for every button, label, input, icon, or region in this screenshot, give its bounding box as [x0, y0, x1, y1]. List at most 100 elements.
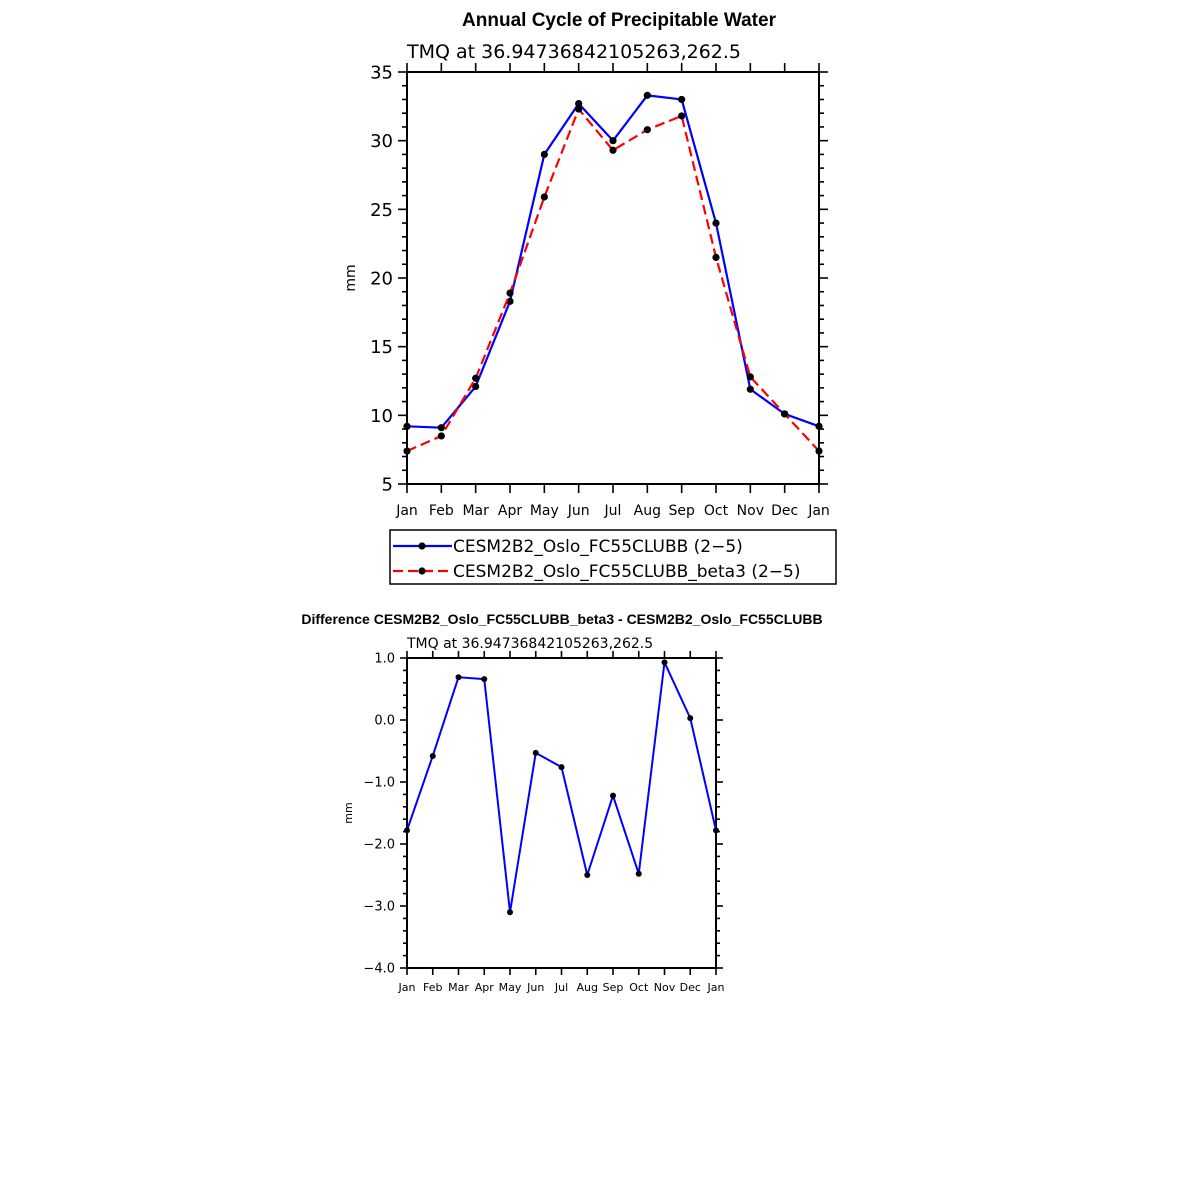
data-point [610, 792, 616, 799]
data-point [609, 146, 617, 154]
data-point [712, 253, 720, 261]
data-point [540, 193, 548, 201]
series-line [406, 661, 717, 914]
data-point [687, 715, 694, 722]
data-point [540, 150, 548, 158]
data-point [746, 373, 754, 381]
data-point [661, 659, 668, 666]
y-tick-label: 30 [370, 131, 393, 152]
chart-title: Difference CESM2B2_Oslo_FC55CLUBB_beta3 … [301, 611, 822, 627]
y-tick-label: 0.0 [374, 714, 395, 729]
chart-1: Annual Cycle of Precipitable Water TMQ at… [343, 10, 837, 585]
plot-frame [406, 71, 820, 485]
data-point [643, 126, 651, 134]
y-tick-label: 5 [382, 474, 393, 495]
data-point [678, 95, 686, 104]
data-point [781, 410, 789, 418]
y-axis-label: mm [342, 802, 355, 823]
x-axis [406, 651, 717, 975]
data-point [575, 99, 583, 108]
data-point [746, 385, 754, 393]
x-tick-label: Jan [807, 503, 830, 519]
data-point [437, 432, 445, 440]
y-tick-label: 25 [370, 200, 393, 221]
x-tick-label: Jul [604, 503, 622, 519]
x-tick-label: Dec [680, 981, 701, 994]
plot-frame [406, 657, 717, 969]
data-point [437, 424, 445, 432]
series-2 [403, 105, 823, 455]
x-tick-label: Jun [526, 981, 544, 994]
x-tick-label: Mar [462, 503, 489, 519]
x-tick-label: Feb [423, 981, 442, 994]
x-axis [406, 63, 820, 493]
data-point [609, 137, 617, 145]
data-point [815, 447, 823, 455]
y-axis [400, 657, 723, 969]
data-point [558, 764, 565, 771]
x-tick-label: Nov [654, 981, 676, 994]
series-line [406, 94, 820, 429]
data-point [643, 91, 651, 99]
data-point [472, 382, 480, 391]
data-point [507, 909, 513, 916]
legend-marker [418, 567, 426, 575]
series-line [406, 107, 820, 453]
x-tick-label: Aug [577, 981, 598, 994]
y-tick-label: −1.0 [363, 776, 395, 791]
y-tick-label: 15 [370, 337, 393, 358]
legend-label: CESM2B2_Oslo_FC55CLUBB (2−5) [453, 537, 743, 557]
y-tick-label: 1.0 [374, 652, 395, 667]
data-point [678, 112, 686, 120]
x-tick-label: Mar [448, 981, 469, 994]
x-tick-label: Jan [707, 981, 725, 994]
data-point [506, 289, 514, 297]
data-point [481, 676, 488, 683]
data-point [713, 827, 719, 834]
data-point [403, 447, 411, 455]
data-point [532, 749, 539, 756]
data-point [472, 374, 480, 382]
x-tick-label: Aug [634, 503, 661, 519]
legend-marker [418, 542, 426, 550]
chart-2: Difference CESM2B2_Oslo_FC55CLUBB_beta3 … [301, 611, 822, 994]
x-tick-label: Oct [704, 503, 729, 519]
x-tick-label: Jun [567, 503, 590, 519]
data-point [584, 872, 591, 878]
data-point [815, 422, 823, 430]
y-axis [398, 71, 828, 485]
x-tick-label: Dec [771, 503, 798, 519]
x-tick-label: Jan [398, 981, 416, 994]
data-point [404, 827, 410, 834]
legend: CESM2B2_Oslo_FC55CLUBB (2−5) CESM2B2_Oslo… [389, 529, 837, 585]
y-tick-label: 20 [370, 268, 393, 289]
chart-subtitle: TMQ at 36.94736842105263,262.5 [406, 41, 741, 63]
x-tick-label: Sep [603, 981, 624, 994]
x-tick-label: May [499, 981, 522, 994]
data-point [455, 674, 462, 681]
x-tick-label: Apr [475, 981, 495, 994]
chart-title: Annual Cycle of Precipitable Water [462, 10, 777, 31]
x-tick-label: May [530, 503, 559, 519]
y-axis-label: mm [343, 264, 359, 291]
y-tick-label: −2.0 [363, 838, 395, 853]
x-tick-label: Oct [629, 981, 649, 994]
data-point [403, 422, 411, 430]
x-tick-label: Jan [395, 503, 418, 519]
series-1 [403, 91, 823, 432]
y-tick-label: −4.0 [363, 962, 395, 977]
data-point [712, 219, 720, 227]
x-tick-label: Jul [554, 981, 568, 994]
y-tick-label: −3.0 [363, 900, 395, 915]
y-tick-label: 35 [370, 62, 393, 83]
data-point [575, 105, 583, 113]
x-tick-label: Apr [498, 503, 522, 519]
data-point [635, 870, 642, 877]
x-tick-label: Sep [668, 503, 695, 519]
data-point [429, 752, 436, 759]
y-tick-label: 10 [370, 406, 393, 427]
legend-label: CESM2B2_Oslo_FC55CLUBB_beta3 (2−5) [453, 562, 800, 582]
series-1 [404, 659, 719, 916]
x-tick-label: Nov [737, 503, 764, 519]
